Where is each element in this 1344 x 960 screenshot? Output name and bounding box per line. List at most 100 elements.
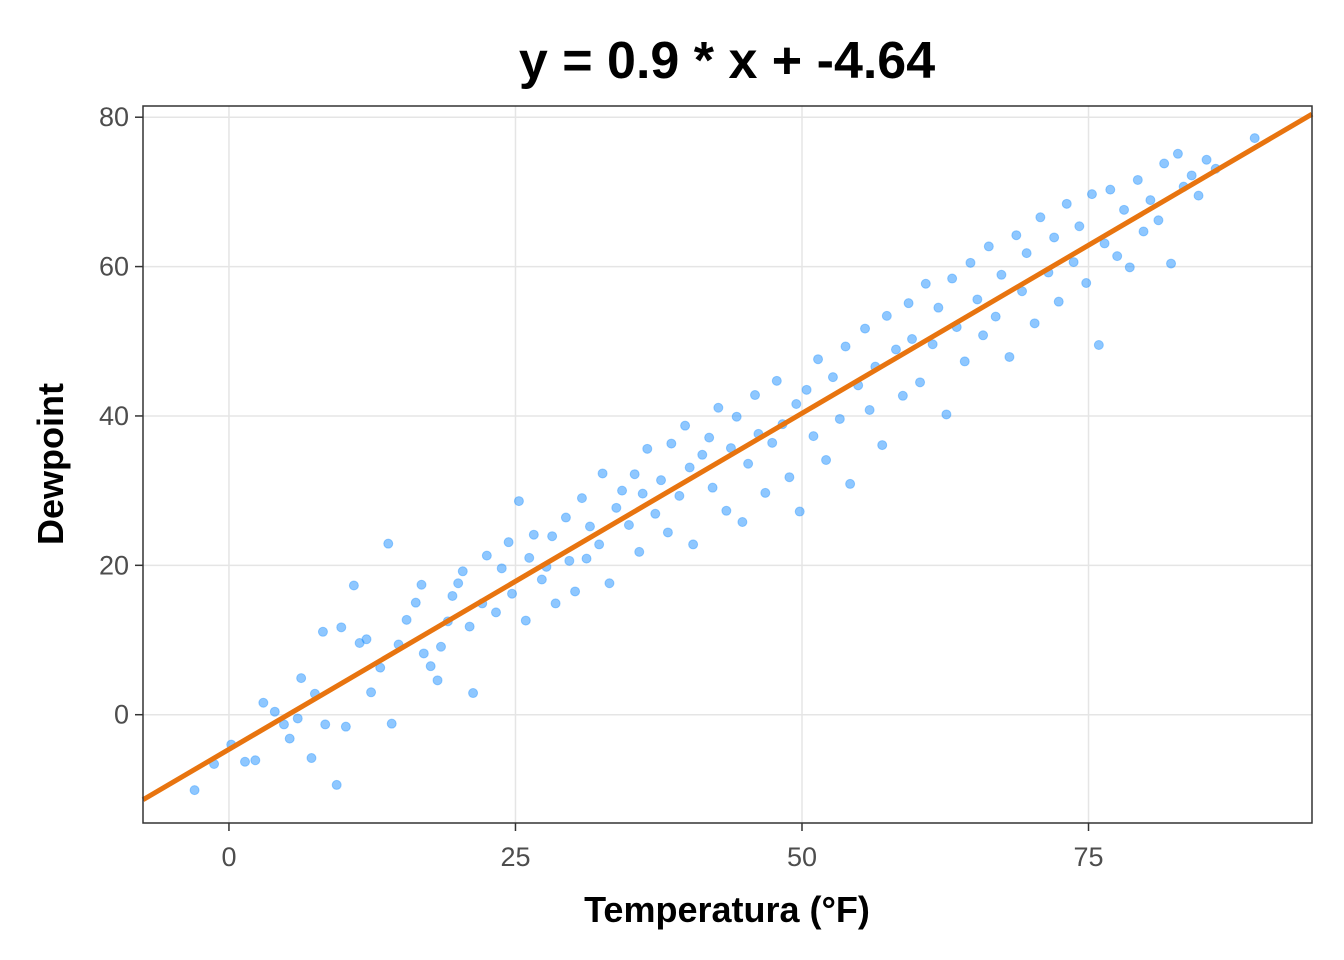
data-point [490,607,501,618]
data-point [629,469,640,480]
data-point [637,488,648,499]
data-point [513,496,524,507]
data-point [550,598,561,609]
data-point [662,527,673,538]
data-point [634,546,645,557]
data-point [707,482,718,493]
data-point [1053,296,1064,307]
regression-line-group [141,111,1314,802]
data-point [1119,204,1130,215]
data-point [666,438,677,449]
data-point [331,779,342,790]
data-point [1021,248,1032,259]
data-point [611,502,622,513]
data-point [1172,148,1183,159]
data-point [713,402,724,413]
data-point [1035,212,1046,223]
data-point [366,687,377,698]
data-point [827,372,838,383]
data-point [503,537,514,548]
data-point [1112,251,1123,262]
data-point [881,310,892,321]
data-point [1166,258,1177,269]
y-tick-label: 60 [99,252,129,282]
data-point [1201,154,1212,165]
data-point [496,563,507,574]
data-point [1029,318,1040,329]
data-point [1086,189,1097,200]
data-point [697,449,708,460]
data-point [336,622,347,633]
data-point [743,458,754,469]
data-point [674,490,685,501]
y-axis-title: Dewpoint [30,383,71,545]
data-point [284,733,295,744]
data-point [306,753,317,764]
data-point [737,517,748,528]
data-point [317,626,328,637]
x-tick-label: 0 [221,842,236,872]
data-point [996,269,1007,280]
data-point [750,390,761,401]
data-point [965,257,976,268]
data-point [801,384,812,395]
data-point [570,586,581,597]
data-point [447,590,458,601]
data-point [292,713,303,724]
data-point [990,311,1001,322]
data-point [834,413,845,424]
data-point [410,597,421,608]
x-axis-title: Temperatura (°F) [584,889,870,930]
data-point [927,339,938,350]
data-point [576,493,587,504]
data-point [1138,226,1149,237]
data-point [269,706,280,717]
data-point [650,508,661,519]
data-point [416,579,427,590]
data-point [507,588,518,599]
data-point [821,455,832,466]
data-point [468,688,479,699]
data-point [584,521,595,532]
data-point [959,356,970,367]
data-point [1011,230,1022,241]
data-point [688,539,699,550]
data-point [418,648,429,659]
data-point [1159,158,1170,169]
data-point [383,538,394,549]
data-point [813,354,824,365]
data-point [933,302,944,313]
data-point [1186,170,1197,181]
data-point [594,539,605,550]
data-point [794,506,805,517]
data-point [361,634,372,645]
data-point [528,529,539,540]
data-point [947,273,958,284]
data-point [320,719,331,730]
data-point [897,390,908,401]
grid [143,106,1312,823]
plot-panel [142,105,1313,824]
data-point [1249,133,1260,144]
x-axis: 0 25 50 75 [221,823,1104,872]
data-point [386,718,397,729]
data-point [1074,221,1085,232]
data-point [1004,351,1015,362]
data-point [1193,190,1204,201]
data-point [340,721,351,732]
data-point [1145,195,1156,206]
data-point [564,555,575,566]
data-point [597,468,608,479]
data-point [1099,238,1110,249]
data-point [808,431,819,442]
data-point [524,552,535,563]
data-point [845,478,856,489]
y-tick-label: 0 [114,700,129,730]
data-point [1132,174,1143,185]
data-point [721,505,732,516]
data-point [1049,232,1060,243]
data-point [1093,340,1104,350]
data-point [1124,262,1135,273]
data-point [560,512,571,523]
